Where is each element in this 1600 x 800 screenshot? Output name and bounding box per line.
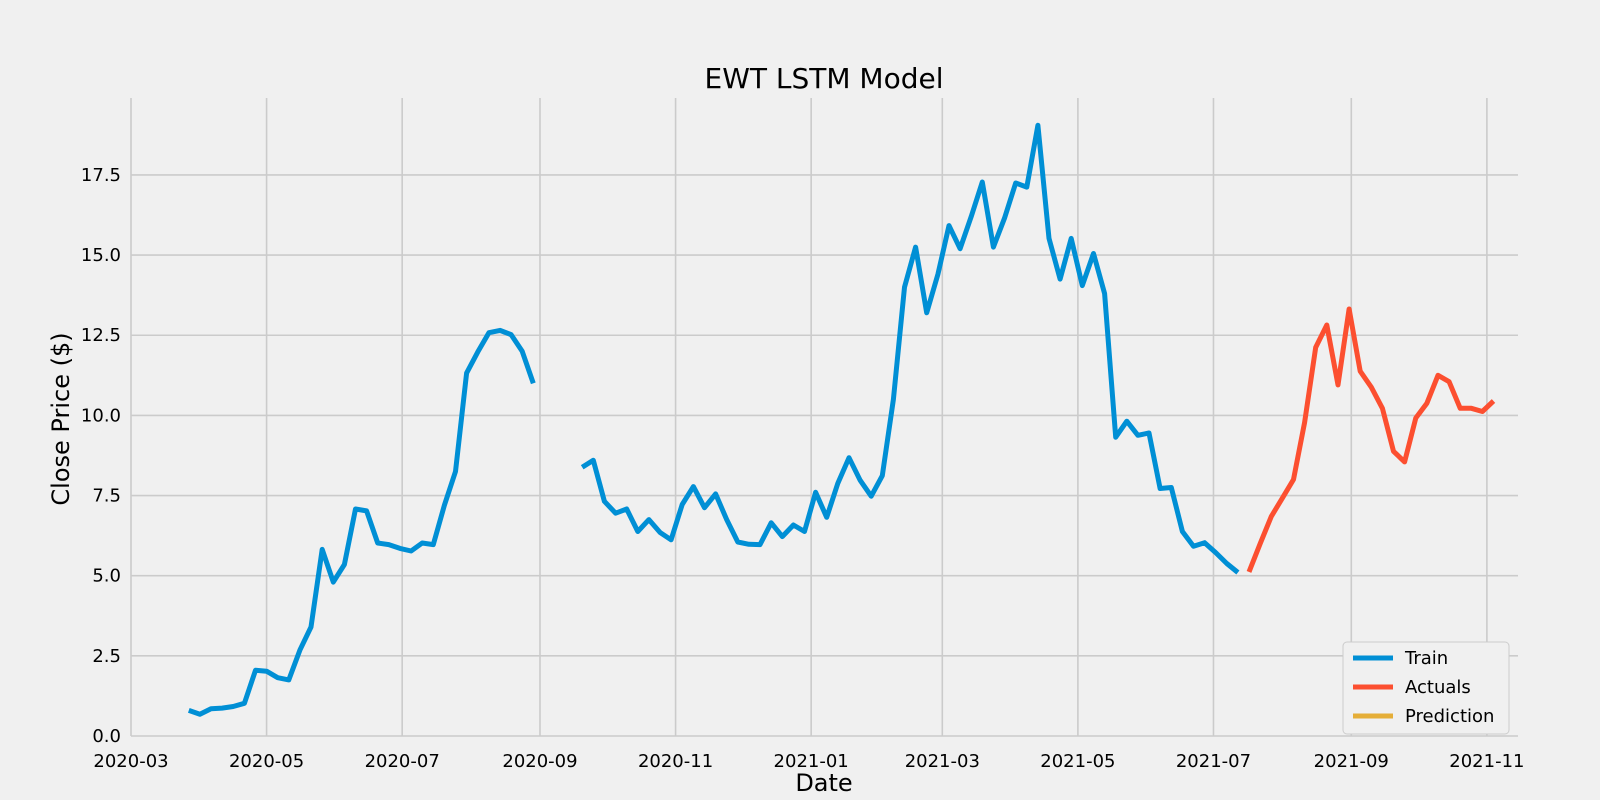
y-tick-label: 2.5: [92, 646, 121, 667]
grid-lines: [130, 98, 1518, 737]
legend: Train Actuals Prediction: [1342, 641, 1510, 735]
y-tick-label: 15.0: [81, 245, 121, 266]
x-tick-label: 2021-05: [1040, 751, 1115, 772]
chart-title: EWT LSTM Model: [705, 62, 944, 95]
y-tick-label: 0.0: [92, 726, 121, 747]
y-tick-label: 12.5: [81, 325, 121, 346]
tick-labels: 2020-03 2020-05 2020-07 2020-09 2020-11 2021-…: [81, 165, 1525, 772]
x-tick-label: 2020-09: [502, 751, 577, 772]
y-axis-label: Close Price ($): [47, 332, 75, 505]
x-tick-label: 2020-03: [93, 751, 168, 772]
legend-box: [1342, 641, 1510, 735]
y-tick-label: 10.0: [81, 405, 121, 426]
series-line-train: [580, 122, 1240, 575]
x-axis-label: Date: [795, 769, 852, 797]
y-tick-label: 5.0: [92, 566, 121, 587]
x-tick-label: 2021-11: [1449, 751, 1524, 772]
legend-label-prediction: Prediction: [1405, 706, 1494, 727]
x-tick-label: 2021-09: [1314, 751, 1389, 772]
x-tick-label: 2021-01: [774, 751, 849, 772]
y-tick-label: 17.5: [81, 165, 121, 186]
series-line-train: [187, 327, 536, 717]
x-tick-label: 2020-07: [365, 751, 440, 772]
x-tick-label: 2020-11: [638, 751, 713, 772]
legend-label-actuals: Actuals: [1405, 677, 1471, 698]
series-line-actuals: [1246, 306, 1496, 573]
y-tick-label: 7.5: [92, 486, 121, 507]
series-layer: [187, 122, 1496, 717]
x-tick-label: 2020-05: [229, 751, 304, 772]
legend-label-train: Train: [1404, 648, 1448, 669]
x-tick-label: 2021-07: [1176, 751, 1251, 772]
x-tick-label: 2021-03: [905, 751, 980, 772]
